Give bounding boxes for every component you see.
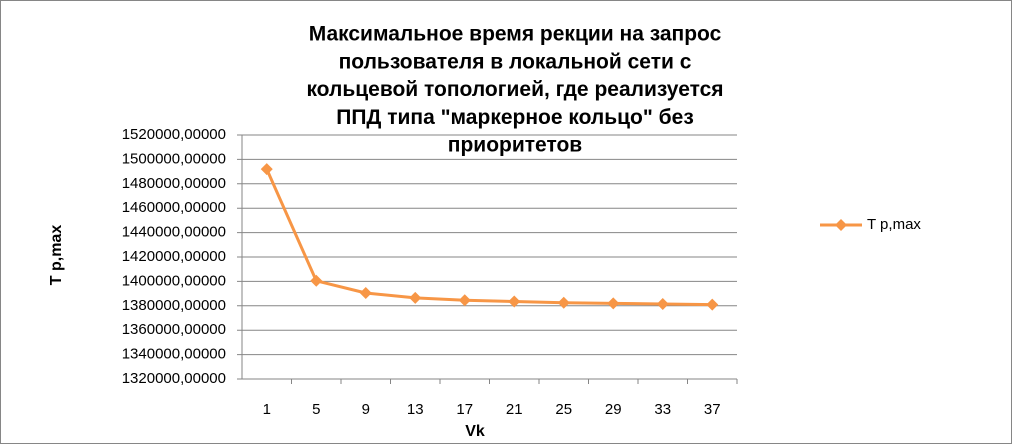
chart-title: пользователя в локальной сети с bbox=[339, 50, 692, 73]
point-marker bbox=[706, 298, 719, 311]
y-tick-label: 1340000,00000 bbox=[122, 346, 226, 363]
series-line bbox=[265, 168, 713, 307]
legend-marker bbox=[835, 219, 847, 231]
point-marker bbox=[409, 291, 422, 304]
x-tick-label: 1 bbox=[263, 401, 271, 418]
y-tick-label: 1400000,00000 bbox=[122, 272, 226, 289]
point-marker bbox=[656, 297, 669, 310]
point-marker bbox=[260, 163, 273, 176]
legend-label: T p,max bbox=[867, 216, 921, 233]
point-marker bbox=[557, 296, 570, 309]
y-tick-label: 1480000,00000 bbox=[122, 175, 226, 192]
x-tick-label: 5 bbox=[312, 401, 320, 418]
y-tick-label: 1360000,00000 bbox=[122, 321, 226, 338]
chart-title: приоритетов bbox=[448, 134, 583, 157]
x-tick-label: 17 bbox=[456, 401, 473, 418]
y-tick-label: 1520000,00000 bbox=[122, 126, 226, 143]
point-marker bbox=[310, 274, 323, 287]
point-marker bbox=[607, 297, 620, 310]
chart-title: ППД типа "маркерное кольцо" без bbox=[336, 106, 694, 129]
x-tick-label: 13 bbox=[407, 401, 424, 418]
x-tick-label: 9 bbox=[362, 401, 370, 418]
x-tick-label: 33 bbox=[654, 401, 671, 418]
chart-title: Максимальное время рекции на запрос bbox=[309, 23, 722, 46]
point-marker bbox=[508, 295, 521, 308]
y-tick-label: 1320000,00000 bbox=[122, 370, 226, 387]
chart-title: кольцевой топологией, где реализуется bbox=[306, 78, 723, 101]
x-tick-label: 37 bbox=[704, 401, 721, 418]
y-tick-label: 1500000,00000 bbox=[122, 150, 226, 167]
x-tick-label: 21 bbox=[506, 401, 523, 418]
x-axis-title: Vk bbox=[465, 423, 485, 440]
x-tick-label: 25 bbox=[555, 401, 572, 418]
y-tick-label: 1460000,00000 bbox=[122, 199, 226, 216]
y-tick-label: 1380000,00000 bbox=[122, 297, 226, 314]
y-tick-label: 1440000,00000 bbox=[122, 224, 226, 241]
y-axis-title: T p,max bbox=[48, 225, 65, 286]
y-tick-label: 1420000,00000 bbox=[122, 248, 226, 265]
x-tick-label: 29 bbox=[605, 401, 622, 418]
point-marker bbox=[359, 286, 372, 299]
point-marker bbox=[458, 294, 471, 307]
